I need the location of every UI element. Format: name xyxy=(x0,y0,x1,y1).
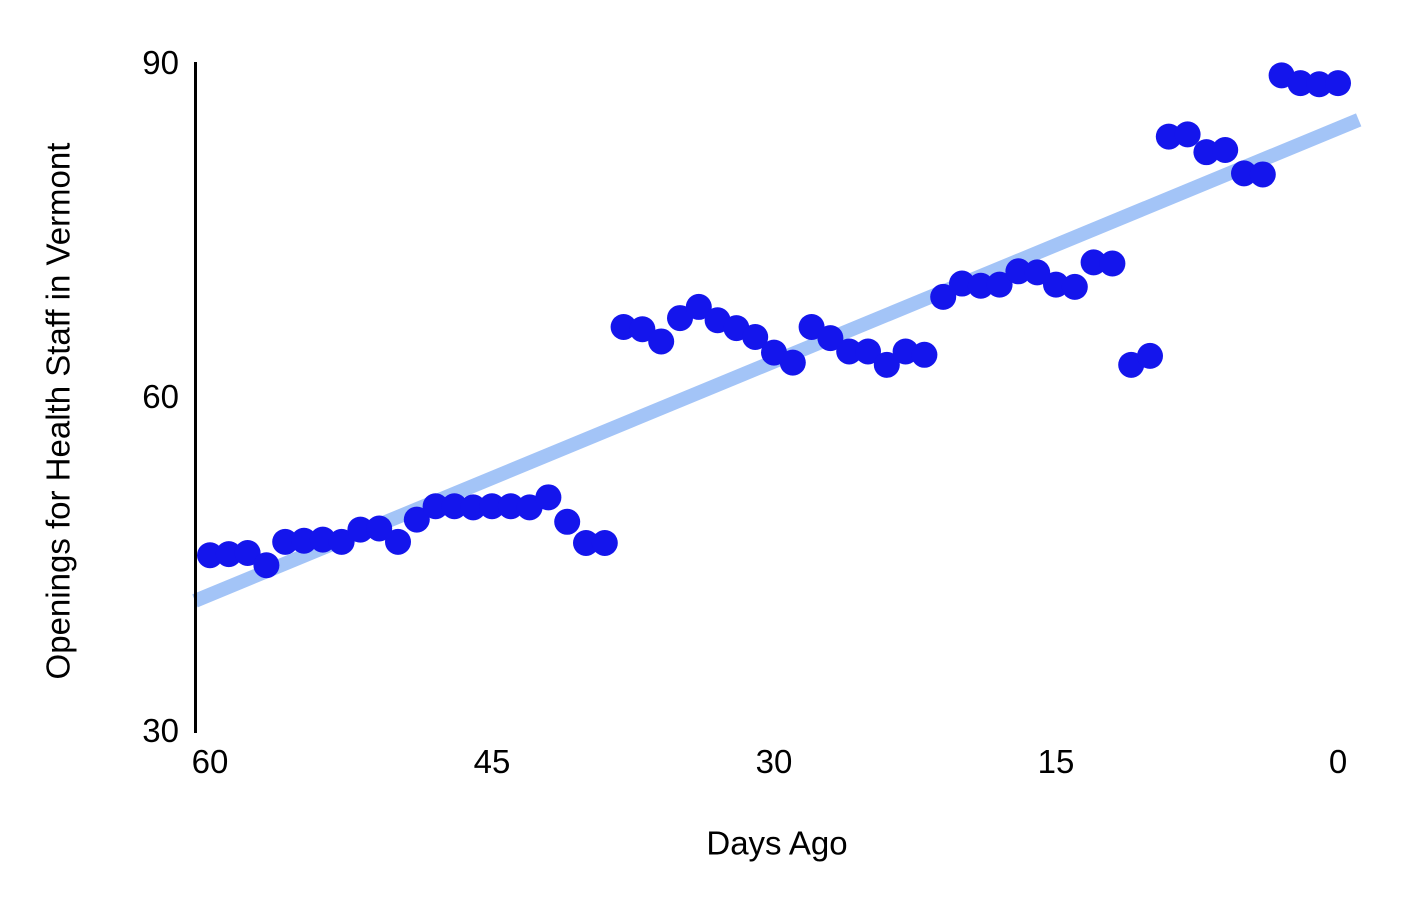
data-point xyxy=(1306,71,1333,98)
data-point xyxy=(1249,161,1276,188)
data-point xyxy=(817,325,844,352)
y-tick-label: 90 xyxy=(142,44,179,81)
x-axis-title: Days Ago xyxy=(706,824,848,862)
data-point xyxy=(1099,250,1126,277)
data-point xyxy=(1137,342,1163,369)
data-point xyxy=(1287,70,1314,97)
data-point xyxy=(1325,70,1351,97)
x-tick-label: 0 xyxy=(1329,743,1347,780)
data-point xyxy=(1043,271,1069,298)
x-tick-label: 45 xyxy=(474,743,511,780)
data-point xyxy=(1231,160,1257,187)
data-point xyxy=(591,529,618,556)
data-point xyxy=(911,341,938,368)
scatter-points xyxy=(197,62,1351,579)
y-axis-title: Openings for Health Staff in Vermont xyxy=(39,142,77,680)
y-tick-label: 30 xyxy=(142,712,179,749)
data-point xyxy=(930,283,957,310)
data-point xyxy=(648,328,675,355)
data-point xyxy=(422,493,449,520)
data-point xyxy=(1193,139,1220,166)
data-point xyxy=(253,552,280,579)
x-tick-label: 60 xyxy=(192,743,229,780)
data-point xyxy=(1080,249,1107,276)
data-point xyxy=(798,313,825,340)
data-point xyxy=(836,338,863,365)
data-point xyxy=(234,539,261,566)
data-point xyxy=(742,323,769,350)
data-point xyxy=(328,528,355,555)
x-tick-label: 15 xyxy=(1038,743,1075,780)
data-point xyxy=(967,272,994,299)
data-point xyxy=(460,494,487,521)
data-point xyxy=(610,313,637,340)
data-point xyxy=(479,493,505,520)
data-point xyxy=(441,493,468,520)
data-point xyxy=(197,542,223,569)
data-point xyxy=(385,528,411,555)
data-point xyxy=(873,351,900,378)
data-point xyxy=(949,270,975,297)
data-point xyxy=(855,338,881,365)
data-point xyxy=(685,293,712,320)
data-point xyxy=(667,305,693,332)
data-point xyxy=(272,528,299,555)
data-point xyxy=(347,516,374,543)
data-point xyxy=(366,515,393,542)
data-point xyxy=(1005,258,1032,285)
data-point xyxy=(215,541,242,568)
data-point xyxy=(291,527,317,554)
data-point xyxy=(1061,273,1088,300)
data-point xyxy=(497,493,524,520)
data-point xyxy=(629,316,656,343)
data-point xyxy=(1174,121,1201,148)
data-point xyxy=(554,508,581,535)
data-point xyxy=(1155,123,1182,150)
data-point xyxy=(1212,136,1239,163)
data-point xyxy=(403,506,430,533)
data-point xyxy=(986,271,1013,298)
y-tick-label: 60 xyxy=(142,378,179,415)
data-point xyxy=(779,349,806,376)
data-point xyxy=(1024,259,1051,286)
data-point xyxy=(309,526,336,553)
x-tick-label: 30 xyxy=(756,743,793,780)
data-point xyxy=(573,529,599,556)
data-point xyxy=(535,484,562,511)
